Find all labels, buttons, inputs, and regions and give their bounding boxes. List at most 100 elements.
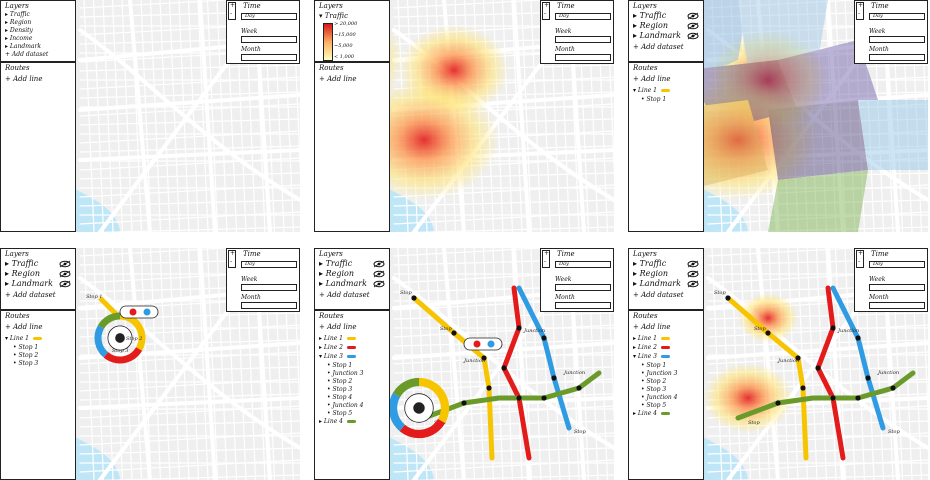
layer-item-density[interactable]: ▸ Density: [5, 28, 33, 34]
stop-item[interactable]: • Stop 3: [13, 361, 38, 367]
week-slider[interactable]: [555, 36, 611, 43]
route-line-1[interactable]: ▸ Line 1: [319, 336, 356, 342]
day-selector[interactable]: Day: [241, 13, 297, 20]
route-line-1[interactable]: ▾ Line 1: [5, 336, 42, 342]
plus-icon[interactable]: +: [858, 2, 864, 9]
zoom-control[interactable]: + -: [542, 250, 550, 268]
stop-item[interactable]: • Junction 3: [327, 371, 363, 377]
eye-icon[interactable]: [373, 280, 385, 288]
minus-icon[interactable]: -: [858, 258, 861, 265]
stop-item[interactable]: • Stop 3: [327, 387, 352, 393]
triangle-down-icon[interactable]: ▾: [633, 87, 638, 94]
layer-item-region[interactable]: ▸ Region: [633, 22, 668, 30]
stop-item[interactable]: • Stop 4: [327, 395, 352, 401]
month-slider[interactable]: [555, 54, 611, 61]
layer-item-traffic[interactable]: ▸ Traffic: [5, 260, 38, 268]
eye-icon[interactable]: [687, 32, 699, 40]
eye-icon[interactable]: [59, 270, 71, 278]
minus-icon[interactable]: -: [544, 258, 547, 265]
add-line-button[interactable]: + Add line: [319, 323, 357, 331]
stop-item[interactable]: • Stop 1: [641, 363, 666, 369]
layer-item-income[interactable]: ▸ Income: [5, 36, 32, 42]
stop-item[interactable]: • Stop 1: [641, 97, 666, 103]
minus-icon[interactable]: -: [858, 10, 861, 17]
triangle-right-icon[interactable]: ▸: [5, 259, 12, 268]
add-dataset-button[interactable]: + Add dataset: [319, 291, 370, 299]
stop-item[interactable]: • Stop 2: [13, 353, 38, 359]
triangle-right-icon[interactable]: ▸: [5, 19, 10, 26]
add-line-button[interactable]: + Add line: [5, 75, 43, 83]
triangle-right-icon[interactable]: ▸: [633, 11, 640, 20]
route-line-3[interactable]: ▾ Line 3: [633, 354, 670, 360]
add-line-button[interactable]: + Add line: [5, 323, 43, 331]
stop-item[interactable]: • Junction 4: [327, 403, 363, 409]
minus-icon[interactable]: -: [544, 10, 547, 17]
triangle-right-icon[interactable]: ▸: [319, 418, 324, 425]
layer-item-traffic[interactable]: ▾ Traffic: [319, 13, 348, 20]
plus-icon[interactable]: +: [544, 2, 550, 9]
layer-item-landmark[interactable]: ▸ Landmark: [5, 280, 53, 288]
day-selector[interactable]: Day: [869, 13, 925, 20]
triangle-right-icon[interactable]: ▸: [633, 259, 640, 268]
layer-item-region[interactable]: ▸ Region: [5, 20, 31, 26]
layer-item-traffic[interactable]: ▸ Traffic: [319, 260, 352, 268]
eye-icon[interactable]: [687, 12, 699, 20]
add-line-button[interactable]: + Add line: [319, 75, 357, 83]
month-slider[interactable]: [241, 54, 297, 61]
eye-icon[interactable]: [687, 22, 699, 30]
layer-item-landmark[interactable]: ▸ Landmark: [5, 44, 41, 50]
minus-icon[interactable]: -: [230, 10, 233, 17]
month-slider[interactable]: [869, 302, 925, 309]
layer-item-traffic[interactable]: ▸ Traffic: [633, 260, 666, 268]
stop-item[interactable]: • Stop 3: [641, 387, 666, 393]
layer-item-region[interactable]: ▸ Region: [319, 270, 354, 278]
month-slider[interactable]: [555, 302, 611, 309]
layer-item-landmark[interactable]: ▸ Landmark: [633, 280, 681, 288]
week-slider[interactable]: [869, 36, 925, 43]
month-slider[interactable]: [869, 54, 925, 61]
route-line-1[interactable]: ▾ Line 1: [633, 88, 670, 94]
triangle-right-icon[interactable]: ▸: [5, 43, 10, 50]
eye-icon[interactable]: [687, 270, 699, 278]
layer-item-region[interactable]: ▸ Region: [5, 270, 40, 278]
add-dataset-button[interactable]: + Add dataset: [633, 43, 684, 51]
triangle-right-icon[interactable]: ▸: [633, 344, 638, 351]
route-line-4[interactable]: ▸ Line 4: [319, 419, 356, 425]
triangle-right-icon[interactable]: ▸: [319, 344, 324, 351]
route-line-1[interactable]: ▸ Line 1: [633, 336, 670, 342]
triangle-right-icon[interactable]: ▸: [633, 269, 640, 278]
triangle-right-icon[interactable]: ▸: [633, 21, 640, 30]
day-selector[interactable]: Day: [555, 13, 611, 20]
minus-icon[interactable]: -: [230, 258, 233, 265]
route-line-2[interactable]: ▸ Line 2: [633, 345, 670, 351]
route-line-4[interactable]: ▸ Line 4: [633, 411, 670, 417]
triangle-right-icon[interactable]: ▸: [5, 35, 10, 42]
add-line-button[interactable]: + Add line: [633, 75, 671, 83]
triangle-right-icon[interactable]: ▸: [633, 335, 638, 342]
triangle-right-icon[interactable]: ▸: [633, 279, 640, 288]
triangle-down-icon[interactable]: ▾: [319, 353, 324, 360]
week-slider[interactable]: [241, 284, 297, 291]
triangle-right-icon[interactable]: ▸: [319, 335, 324, 342]
stop-item[interactable]: • Junction 4: [641, 395, 677, 401]
add-dataset-button[interactable]: + Add dataset: [5, 51, 49, 58]
zoom-control[interactable]: + -: [856, 250, 864, 268]
triangle-right-icon[interactable]: ▸: [319, 259, 326, 268]
day-selector[interactable]: Day: [241, 261, 297, 268]
stop-item[interactable]: • Stop 5: [327, 411, 352, 417]
zoom-control[interactable]: + -: [228, 2, 236, 20]
layer-item-traffic[interactable]: ▸ Traffic: [633, 12, 666, 20]
eye-icon[interactable]: [59, 260, 71, 268]
plus-icon[interactable]: +: [230, 2, 236, 9]
stop-item[interactable]: • Stop 5: [641, 403, 666, 409]
eye-icon[interactable]: [59, 280, 71, 288]
stop-item[interactable]: • Stop 1: [327, 363, 352, 369]
layer-item-landmark[interactable]: ▸ Landmark: [633, 32, 681, 40]
stop-item[interactable]: • Stop 1: [13, 345, 38, 351]
triangle-right-icon[interactable]: ▸: [5, 11, 10, 18]
triangle-right-icon[interactable]: ▸: [5, 269, 12, 278]
add-dataset-button[interactable]: + Add dataset: [633, 291, 684, 299]
layer-item-traffic[interactable]: ▸ Traffic: [5, 12, 30, 18]
zoom-control[interactable]: + -: [856, 2, 864, 20]
add-line-button[interactable]: + Add line: [633, 323, 671, 331]
